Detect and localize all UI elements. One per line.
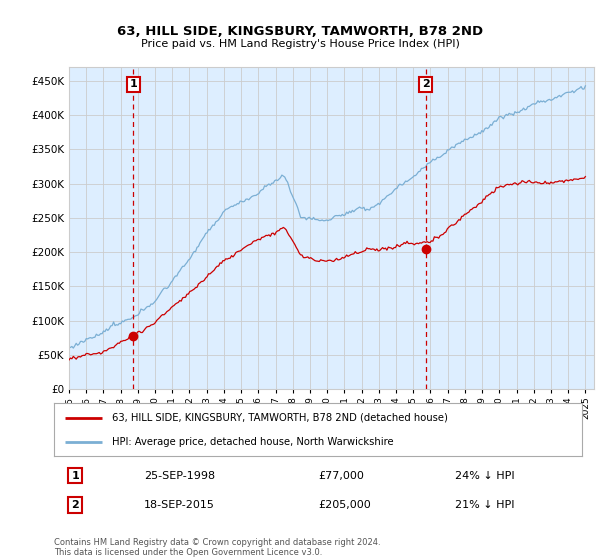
Text: 21% ↓ HPI: 21% ↓ HPI [455,500,515,510]
Text: 18-SEP-2015: 18-SEP-2015 [144,500,215,510]
Text: HPI: Average price, detached house, North Warwickshire: HPI: Average price, detached house, Nort… [112,437,394,447]
Text: 2: 2 [422,80,430,90]
Text: 1: 1 [71,470,79,480]
Text: £77,000: £77,000 [318,470,364,480]
Text: 24% ↓ HPI: 24% ↓ HPI [455,470,515,480]
Text: 63, HILL SIDE, KINGSBURY, TAMWORTH, B78 2ND: 63, HILL SIDE, KINGSBURY, TAMWORTH, B78 … [117,25,483,38]
Text: 2: 2 [71,500,79,510]
Text: Contains HM Land Registry data © Crown copyright and database right 2024.
This d: Contains HM Land Registry data © Crown c… [54,538,380,557]
Text: Price paid vs. HM Land Registry's House Price Index (HPI): Price paid vs. HM Land Registry's House … [140,39,460,49]
Text: 25-SEP-1998: 25-SEP-1998 [144,470,215,480]
Text: 1: 1 [130,80,137,90]
Text: £205,000: £205,000 [318,500,371,510]
Text: 63, HILL SIDE, KINGSBURY, TAMWORTH, B78 2ND (detached house): 63, HILL SIDE, KINGSBURY, TAMWORTH, B78 … [112,413,448,423]
